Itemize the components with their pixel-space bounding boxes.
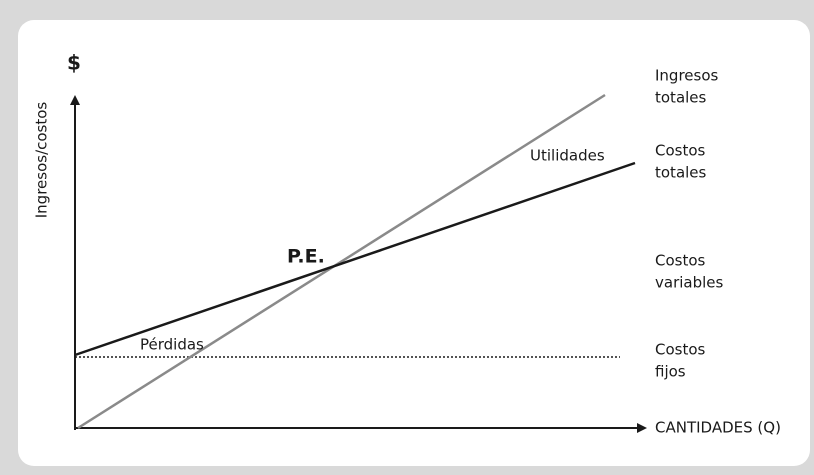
total-cost-line [74, 161, 636, 357]
loss-label: Pérdidas [140, 336, 204, 354]
line-label: Costos [655, 252, 706, 270]
panel [18, 20, 810, 466]
x-label: CANTIDADES (Q) [655, 419, 781, 437]
line-label: totales [655, 164, 707, 182]
line-label: fijos [655, 363, 686, 381]
line-label: Ingresos [655, 67, 719, 85]
line-label: Costos [655, 142, 706, 160]
breakeven-label: P.E. [287, 246, 325, 268]
y-label: Ingresos/costos [33, 102, 51, 219]
line-label: totales [655, 89, 707, 107]
revenue-line [77, 93, 606, 430]
line-label: Costos [655, 341, 706, 359]
line-label: variables [655, 274, 724, 292]
profit-label: Utilidades [530, 147, 605, 165]
y-symbol: $ [67, 51, 81, 75]
